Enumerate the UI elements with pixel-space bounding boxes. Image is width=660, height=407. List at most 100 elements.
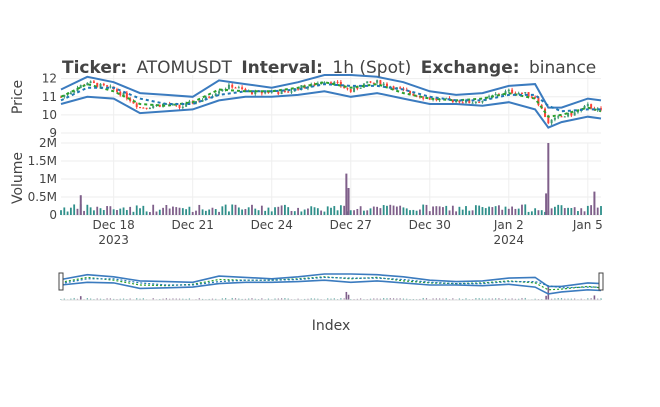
slider-volume-bar [63,298,65,300]
slider-volume-bar [379,298,381,300]
volume-bar [228,211,230,215]
slider-volume-bar [234,298,237,300]
candle-body [349,89,352,92]
slider-volume-bar [458,298,461,300]
volume-bar [165,205,168,215]
volume-bar [432,206,434,215]
slider-volume-bar [175,298,177,300]
volume-bar [178,207,181,215]
volume-bar [106,206,108,215]
candle-body [530,96,533,98]
price-tick-label: 11 [42,90,57,104]
candle-body [102,83,105,86]
volume-bar [419,209,421,215]
candle-body [227,84,230,89]
volume-bar [481,207,484,215]
candle-body [596,108,599,111]
volume-bar [586,205,589,215]
candle-body [69,92,72,95]
candle-body [385,83,388,87]
slider-volume-bar [432,298,434,300]
volume-bar [112,209,115,215]
volume-bar [363,210,365,215]
volume-bar [438,206,441,215]
slider-volume-bar [557,298,559,300]
slider-volume-bar [514,298,516,300]
candle-body [106,85,109,87]
slider-volume-bar [274,298,276,300]
slider-volume-bar [422,297,424,300]
volume-bar [69,207,72,215]
slider-volume-bar [386,298,388,300]
volume-axis-title: Volume [10,152,26,204]
slider-volume-bar [172,298,174,300]
volume-bar [83,210,85,215]
volume-bar [119,208,122,215]
slider-volume-bar [574,298,576,300]
slider-volume-bar [238,298,240,300]
slider-left-handle[interactable] [58,272,64,291]
slider-volume-bar [396,298,398,300]
volume-spike-bar [79,195,82,215]
slider-volume-bar [600,298,602,300]
slider-volume-bar [188,298,191,300]
volume-bar [590,205,593,215]
candle-body [422,97,425,99]
volume-bar [491,207,494,215]
volume-bar [191,211,194,215]
volume-bar [504,206,507,215]
slider-volume-bar [392,298,395,300]
candle-body [135,103,138,108]
volume-bar [458,206,461,215]
slider-volume-bar [90,298,92,300]
volume-bar [471,210,474,215]
candle-body [471,102,474,104]
volume-bar [600,206,602,215]
candle-body [139,107,142,109]
candle-body [221,89,224,92]
candle-body [115,89,118,92]
candle-body [534,96,537,98]
slider-volume-bar [485,298,487,300]
slider-ma-fast [60,276,602,291]
volume-bar [254,208,257,215]
volume-bar [488,206,490,215]
candle-body [583,105,586,109]
volume-bar [264,210,267,215]
ticker-value: ATOMUSDT [136,58,232,78]
slider-volume-bar [442,298,444,300]
slider-right-handle[interactable] [598,272,604,291]
volume-bar [152,204,155,215]
candle-body [218,91,221,94]
volume-bar [583,211,586,215]
candle-body [152,106,155,109]
volume-bars [60,143,602,215]
candle-body [415,95,418,97]
candle-body [185,103,188,107]
range-slider[interactable] [58,272,604,301]
candle-body [201,99,204,102]
volume-bar [507,208,510,215]
candle-body [241,87,244,90]
volume-tick-label: 0 [49,208,57,222]
candle-body [560,116,563,118]
slider-volume-bar [221,298,223,300]
volume-bar [89,207,92,215]
volume-bar [343,205,346,215]
volume-spike-bar [345,173,348,215]
volume-bar [93,210,95,215]
volume-bar [66,211,69,215]
volume-bar [468,210,471,215]
candle-body [148,108,151,110]
volume-bar [320,210,323,215]
volume-bar [372,206,375,215]
volume-bar [313,207,316,215]
volume-bar [570,208,573,215]
volume-spike-bar [547,143,550,215]
volume-bar [346,211,349,215]
x-tick-year-label: 2024 [494,233,525,247]
price-axis-title: Price [10,80,26,114]
slider-volume-bar [478,298,480,300]
volume-bar [527,211,530,215]
